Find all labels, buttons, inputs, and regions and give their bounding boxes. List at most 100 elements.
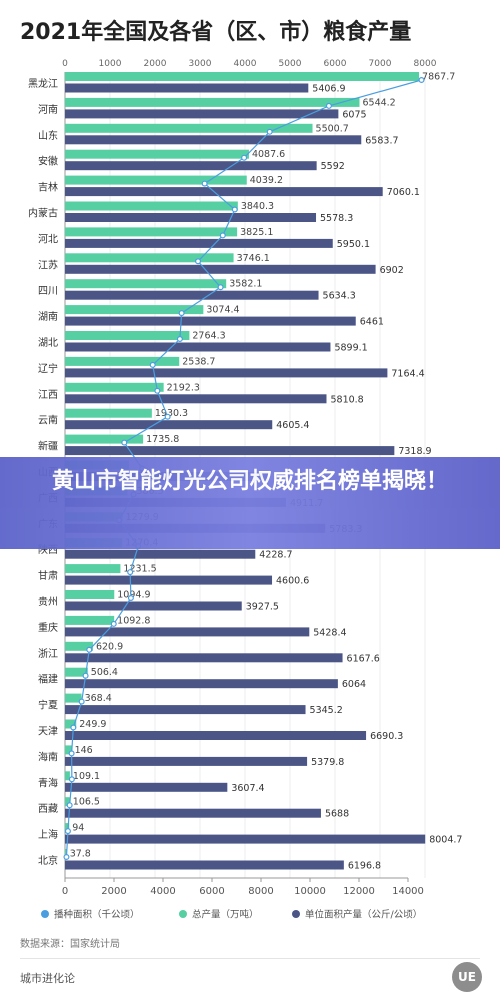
- yield-value-label: 6583.7: [365, 135, 398, 146]
- output-bar: [65, 564, 121, 574]
- output-bar: [65, 849, 67, 858]
- yield-bar: [65, 756, 308, 766]
- bottom-tick-label: 10000: [294, 886, 326, 897]
- yield-value-label: 5634.3: [323, 291, 356, 302]
- area-point: [325, 102, 332, 109]
- output-bar: [65, 175, 247, 185]
- yield-bar: [65, 808, 321, 818]
- top-tick-label: 6000: [324, 59, 347, 69]
- output-value-label: 146: [75, 745, 93, 756]
- yield-value-label: 5810.8: [330, 394, 363, 405]
- yield-value-label: 5950.1: [337, 239, 370, 250]
- yield-bar: [65, 627, 310, 637]
- yield-bar: [65, 342, 331, 352]
- output-value-label: 1735.8: [146, 434, 179, 445]
- legend-label: 播种面积（千公顷）: [54, 909, 140, 921]
- output-bar: [65, 667, 88, 677]
- yield-value-label: 6690.3: [370, 731, 403, 742]
- top-tick-label: 2000: [144, 59, 167, 69]
- category-label: 安徽: [38, 155, 58, 168]
- yield-bar: [65, 782, 228, 792]
- yield-bar: [65, 135, 362, 145]
- output-value-label: 2764.3: [192, 331, 225, 342]
- category-label: 江西: [38, 389, 58, 401]
- yield-bar: [65, 187, 383, 197]
- category-label: 上海: [38, 828, 58, 841]
- yield-bar: [65, 290, 319, 300]
- output-value-label: 1231.5: [123, 564, 156, 575]
- category-label: 河北: [38, 233, 58, 245]
- output-bar: [65, 641, 93, 651]
- output-value-label: 2192.3: [167, 382, 200, 393]
- yield-bar: [65, 213, 317, 222]
- category-label: 甘肃: [38, 569, 58, 582]
- top-tick-label: 0: [62, 59, 68, 69]
- yield-bar: [65, 161, 317, 171]
- yield-bar: [65, 238, 333, 248]
- brand-logo-icon: UE: [452, 962, 482, 992]
- yield-bar: [65, 420, 273, 430]
- yield-value-label: 4600.6: [276, 576, 309, 587]
- category-label: 浙江: [38, 648, 58, 660]
- yield-value-label: 6167.6: [347, 653, 380, 664]
- category-label: 内蒙古: [28, 207, 58, 220]
- area-point: [86, 646, 93, 653]
- output-value-label: 7867.7: [422, 72, 455, 83]
- category-label: 贵州: [38, 595, 58, 608]
- output-value-label: 1930.3: [155, 408, 188, 419]
- output-value-label: 368.4: [85, 693, 112, 704]
- category-label: 云南: [38, 414, 58, 427]
- yield-value-label: 8004.7: [429, 835, 462, 846]
- yield-value-label: 6461: [360, 317, 384, 328]
- output-bar: [65, 253, 234, 263]
- output-bar: [65, 279, 227, 289]
- area-point: [66, 802, 73, 809]
- area-point: [219, 232, 226, 239]
- yield-value-label: 6902: [380, 265, 404, 276]
- output-value-label: 3825.1: [240, 227, 273, 238]
- yield-bar: [65, 446, 395, 456]
- category-label: 北京: [38, 854, 58, 867]
- category-label: 青海: [38, 776, 58, 789]
- output-bar: [65, 123, 313, 133]
- output-bar: [65, 149, 249, 159]
- area-point: [82, 672, 89, 679]
- yield-value-label: 7164.4: [391, 368, 424, 379]
- category-label: 吉林: [38, 181, 58, 194]
- category-label: 福建: [38, 673, 58, 686]
- output-value-label: 1094.9: [117, 590, 150, 601]
- area-point: [201, 180, 208, 187]
- yield-value-label: 5899.1: [334, 343, 367, 354]
- chart-title: 2021年全国及各省（区、市）粮食产量: [20, 20, 412, 45]
- footer-divider: [20, 958, 480, 959]
- headline-banner[interactable]: 黄山市智能灯光公司权威排名榜单揭晓！: [0, 457, 500, 549]
- yield-value-label: 6075: [342, 109, 366, 120]
- output-bar: [65, 434, 144, 444]
- yield-bar: [65, 83, 309, 93]
- output-value-label: 249.9: [79, 719, 106, 730]
- legend-marker: [292, 910, 300, 918]
- output-value-label: 3582.1: [229, 279, 262, 290]
- yield-bar: [65, 368, 388, 378]
- data-source: 数据来源：国家统计局: [20, 939, 120, 950]
- area-point: [164, 413, 171, 420]
- area-point: [64, 828, 71, 835]
- output-value-label: 506.4: [91, 667, 118, 678]
- output-bar: [65, 615, 115, 625]
- yield-bar: [65, 679, 338, 689]
- yield-bar: [65, 860, 344, 870]
- yield-bar: [65, 316, 356, 326]
- category-label: 河南: [38, 103, 58, 116]
- output-value-label: 3074.4: [206, 305, 239, 316]
- yield-value-label: 5592: [321, 161, 345, 172]
- footer-brand: 城市进化论: [20, 972, 75, 985]
- area-point: [70, 724, 77, 731]
- legend-marker: [179, 910, 187, 918]
- category-label: 江苏: [38, 258, 58, 271]
- area-point: [68, 776, 75, 783]
- output-value-label: 109.1: [73, 771, 100, 782]
- area-point: [178, 310, 185, 317]
- bottom-tick-label: 0: [62, 886, 68, 897]
- legend-label: 总产量（万吨）: [192, 909, 259, 921]
